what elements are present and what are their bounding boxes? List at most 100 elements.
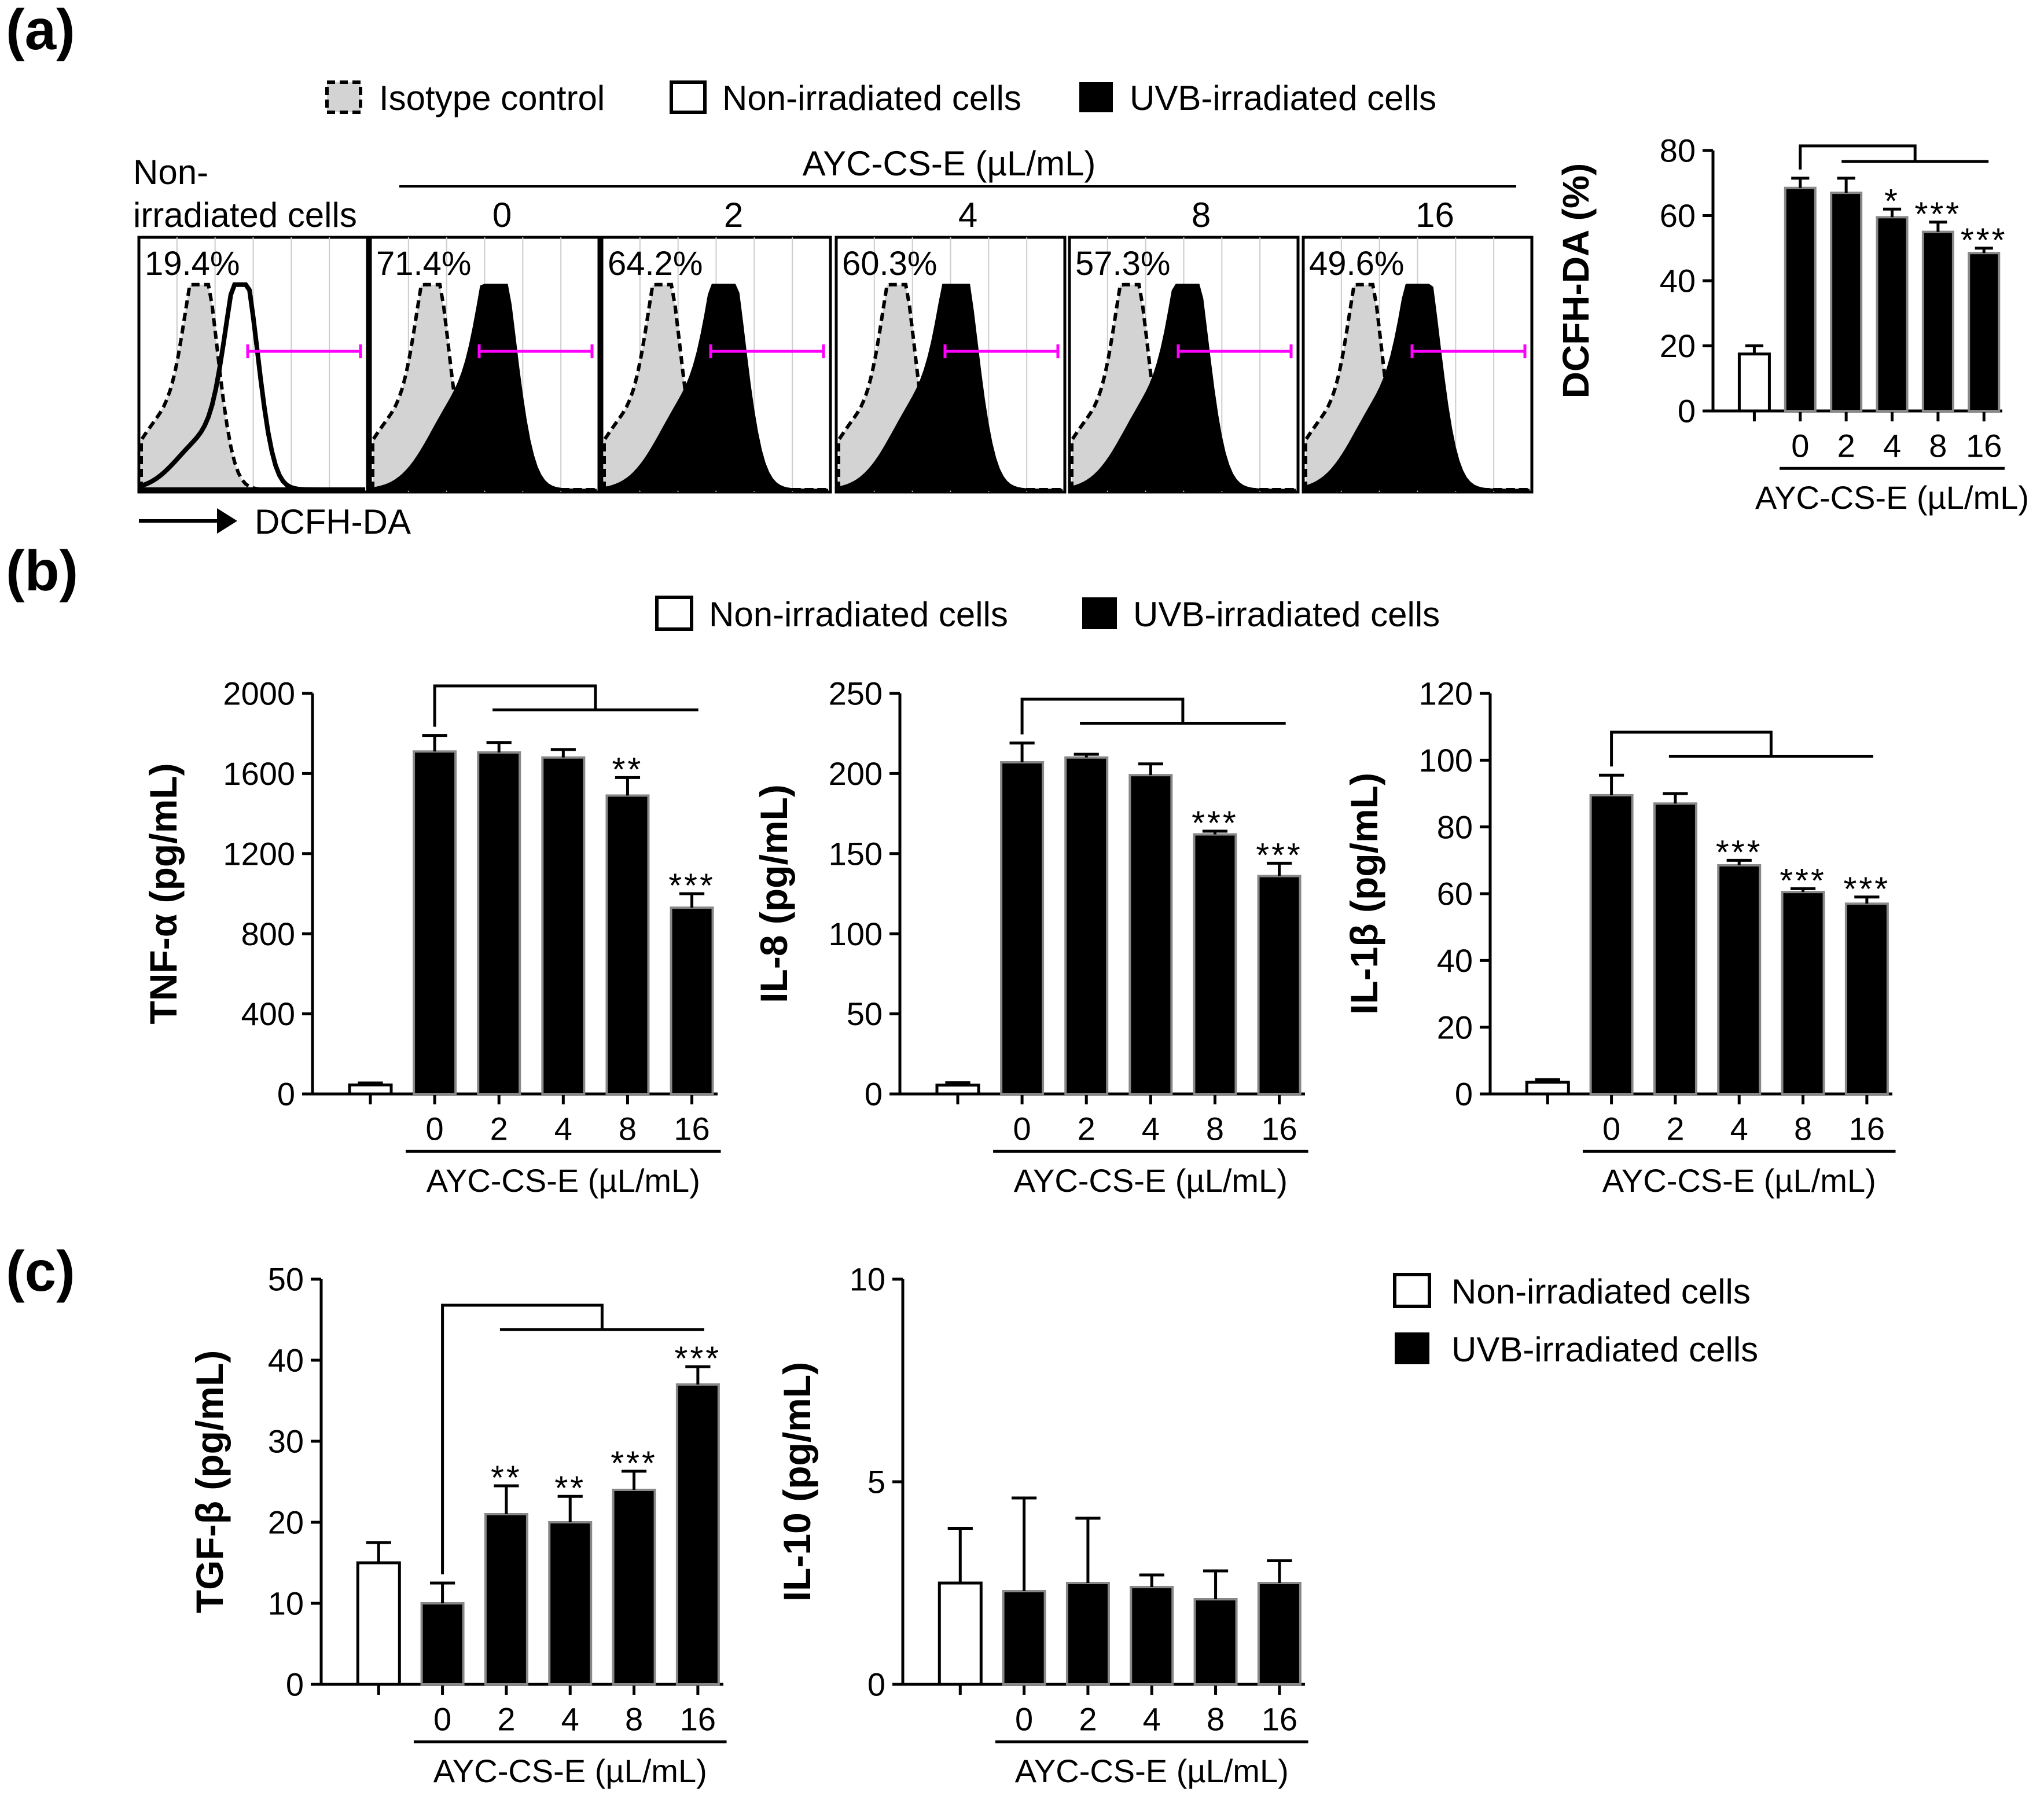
chart-y-tick-label: 0 (277, 1076, 295, 1112)
significance-label: *** (1844, 871, 1891, 908)
chart-x-tick-label: 2 (1837, 428, 1855, 464)
chart-x-label: AYC-CS-E (µL/mL) (1755, 479, 2029, 516)
bar-uvb-irradiated (1876, 216, 1909, 412)
chart-x-label: AYC-CS-E (µL/mL) (1602, 1162, 1876, 1199)
flow-dose-label: 0 (492, 196, 512, 234)
chart-x-tick-label: 2 (1078, 1111, 1095, 1147)
chart-y-tick-label: 80 (1660, 133, 1696, 169)
chart-y-tick-label: 0 (286, 1666, 304, 1703)
chart-y-tick-label: 0 (1455, 1076, 1473, 1112)
chart-x-tick-label: 4 (1883, 428, 1901, 464)
chart-x-tick-label: 4 (1142, 1111, 1160, 1147)
significance-label: *** (1780, 862, 1826, 899)
chart-x-tick-label: 8 (1929, 428, 1947, 464)
chart-il10: 0 5 10 IL-10 (pg/mL) 0 2 4 8 16 AYC-CS-E (µL/mL) (775, 1261, 1308, 1789)
legend-c-non-swatch (1393, 1273, 1431, 1308)
chart-x-label: AYC-CS-E (µL/mL) (433, 1753, 707, 1789)
chart-x-tick-label: 16 (680, 1701, 716, 1738)
chart-x-label: AYC-CS-E (µL/mL) (1014, 1162, 1288, 1199)
flow-panel-2: 64.2% (600, 236, 832, 494)
bar-uvb-irradiated (548, 1521, 593, 1686)
bar-uvb-irradiated (1065, 1582, 1110, 1686)
bar-uvb-irradiated (1589, 794, 1634, 1095)
legend-a-uvb-swatch (1079, 82, 1113, 112)
chart-y-tick-label: 80 (1437, 809, 1473, 845)
chart-x-tick-label: 8 (1207, 1701, 1225, 1738)
legend-isotype-label: Isotype control (379, 79, 605, 117)
chart-y-tick-label: 30 (268, 1423, 304, 1460)
significance-label: *** (1256, 836, 1303, 874)
chart-y-tick-label: 20 (268, 1504, 304, 1541)
bar-uvb-irradiated (1844, 902, 1889, 1096)
chart-y-tick-label: 20 (1437, 1009, 1473, 1045)
bar-uvb-irradiated (1193, 833, 1237, 1095)
chart-y-tick-label: 2000 (223, 675, 295, 712)
chart-x-tick-label: 4 (561, 1701, 579, 1738)
bar-uvb-irradiated (1128, 774, 1173, 1095)
chart-y-tick-label: 10 (850, 1261, 885, 1298)
significance-label: *** (611, 1445, 657, 1482)
bar-uvb-irradiated (1653, 802, 1697, 1096)
flow-dose-label: 2 (724, 196, 743, 234)
bar-non-irradiated (348, 1083, 393, 1096)
chart-y-tick-label: 1200 (223, 835, 295, 872)
chart-x-tick-label: 8 (1794, 1111, 1812, 1147)
significance-label: *** (1192, 805, 1238, 842)
legend-b-uvb-label: UVB-irradiated cells (1133, 595, 1440, 634)
legend-isotype-swatch (325, 80, 362, 114)
bar-uvb-irradiated (1830, 192, 1863, 412)
panel-label-a: (a) (6, 0, 75, 61)
chart-y-tick-label: 120 (1419, 675, 1473, 712)
flow-panel-1: 71.4% (369, 236, 601, 494)
bar-uvb-irradiated (1781, 891, 1825, 1096)
flow-percent-label: 57.3% (1075, 245, 1170, 282)
significance-label: * (1884, 182, 1900, 220)
chart-x-tick-label: 8 (625, 1701, 643, 1738)
flow-sample-histogram (372, 284, 597, 491)
chart-x-tick-label: 0 (426, 1111, 444, 1147)
bar-uvb-irradiated (1257, 875, 1302, 1095)
bar-uvb-irradiated (420, 1602, 465, 1686)
bar-uvb-irradiated (1193, 1598, 1238, 1686)
chart-y-tick-label: 400 (241, 996, 295, 1032)
significance-label: *** (668, 867, 715, 905)
flow-percent-label: 71.4% (376, 245, 471, 282)
bar-uvb-irradiated (605, 794, 650, 1095)
chart-tgf: 0 10 20 30 40 50 TGF-β (pg/mL) 0 ** 2 ** 4 *** 8 *** 16… (188, 1261, 727, 1789)
chart-y-tick-label: 5 (867, 1464, 885, 1500)
legend-b-non-swatch (655, 596, 693, 631)
comparison-bracket (1610, 730, 1773, 767)
significance-label: *** (1961, 222, 2008, 259)
chart-x-tick-label: 8 (619, 1111, 637, 1147)
chart-tnf: 0 400 800 1200 1600 2000 TNF-α (pg/mL) 0 2 4 ** 8 **… (142, 675, 721, 1199)
flow-panel-4: 57.3% (1068, 236, 1300, 494)
significance-label: *** (1915, 196, 1962, 233)
bar-non-irradiated (356, 1561, 401, 1686)
legend-c: Non-irradiated cells UVB-irradiated cell… (1393, 1272, 1758, 1369)
chart-x-tick-label: 0 (1602, 1111, 1620, 1147)
chart-x-tick-label: 16 (1849, 1111, 1885, 1147)
bar-uvb-irradiated (675, 1383, 720, 1686)
flow-percent-label: 64.2% (608, 245, 703, 282)
significance-label: *** (1716, 833, 1763, 871)
chart-il8: 0 50 100 150 200 250 IL-8 (pg/mL) 0 2 4 *** 8 *** 16 A… (752, 675, 1308, 1199)
chart-y-tick-label: 20 (1660, 328, 1696, 364)
flow-percent-label: 19.4% (145, 245, 240, 282)
chart-y-tick-label: 200 (829, 755, 883, 792)
flow-sample-histogram (1071, 284, 1296, 491)
legend-a-non-label: Non-irradiated cells (722, 79, 1021, 117)
bar-uvb-irradiated (1968, 252, 2001, 412)
chart-x-tick-label: 2 (1666, 1111, 1684, 1147)
flow-percent-label: 60.3% (842, 245, 937, 282)
chart-y-tick-label: 150 (829, 835, 883, 872)
flow-panel-3: 60.3% (834, 236, 1067, 494)
flow-dose-label: 8 (1192, 196, 1211, 234)
significance-label: ** (612, 751, 644, 788)
chart-y-label: IL-8 (pg/mL) (752, 784, 795, 1003)
bar-uvb-irradiated (1921, 230, 1954, 412)
legend-b: Non-irradiated cells UVB-irradiated cell… (655, 595, 1440, 634)
significance-label: *** (675, 1340, 722, 1378)
chart-x-tick-label: 2 (497, 1701, 515, 1738)
chart-y-tick-label: 50 (268, 1261, 304, 1298)
